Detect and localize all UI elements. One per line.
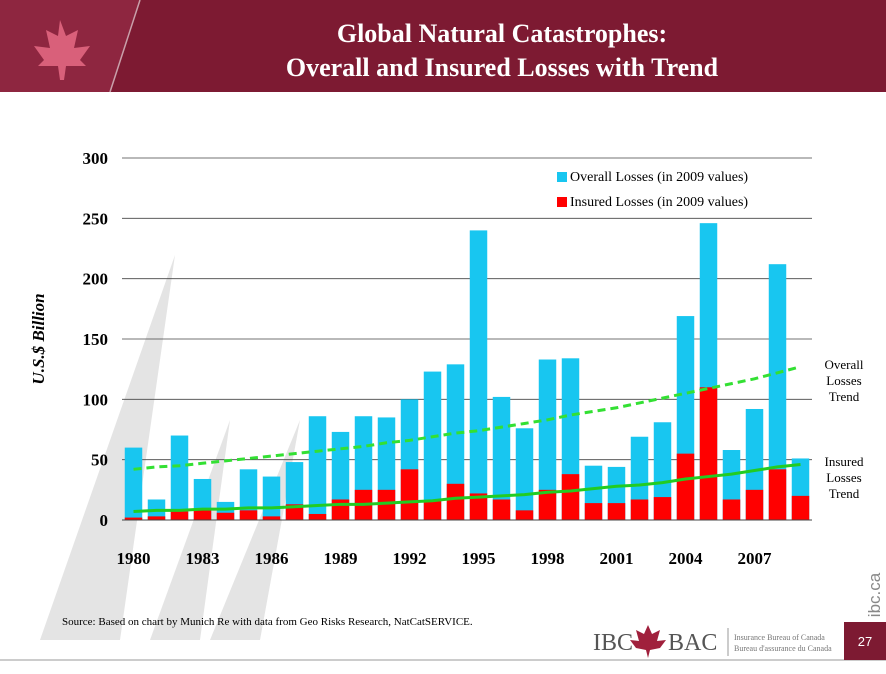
page-number: 27 [858,634,872,649]
logo-leaf [630,625,666,658]
bar [768,469,787,520]
y-tick-label: 150 [83,330,109,349]
bar [745,489,764,520]
bar [377,489,396,520]
bar [722,499,741,520]
bar [676,453,695,520]
x-tick-label: 2004 [669,549,704,568]
bar [446,364,465,520]
org-name: Bureau d'assurance du Canada [734,644,832,653]
maple-leaf [34,20,90,80]
source-note: Source: Based on chart by Munich Re with… [62,616,473,628]
legend-swatch [557,197,567,207]
y-tick-label: 250 [83,209,109,228]
bar [768,264,787,520]
x-tick-label: 1989 [324,549,358,568]
trend-label: Overall Losses Trend [824,356,864,404]
bar [791,495,810,520]
bar [262,516,281,520]
bar [607,503,626,520]
bar [262,476,281,520]
trend-line [133,463,801,514]
bar [630,436,649,520]
bar [331,431,350,520]
org-name: Insurance Bureau of Canada [734,633,825,642]
logo-text: BAC [668,630,717,656]
bar [469,493,488,520]
x-tick-label: 1980 [117,549,151,568]
bar [561,474,580,520]
bar [538,359,557,520]
bar [400,469,419,520]
x-tick-label: 1992 [393,549,427,568]
bar [170,511,189,520]
bar [492,499,511,520]
y-tick-label: 300 [83,149,109,168]
page-number-box [844,622,886,660]
bar [147,516,166,520]
logo-text: IBC [593,630,633,656]
legend-swatch [557,172,567,182]
trend-label: Insured Losses Trend [824,454,864,502]
header-band [0,0,886,92]
legend-label: Insured Losses (in 2009 values) [570,195,748,210]
bar [653,422,672,520]
trend-line [133,365,801,471]
slide-title: Overall and Insured Losses with Trend [286,53,719,82]
legend-label: Overall Losses (in 2009 values) [570,170,748,185]
bar [423,371,442,520]
bar [515,510,534,520]
background-streaks [40,255,300,640]
bar [653,497,672,520]
bar [308,416,327,520]
bar [124,447,143,520]
x-tick-label: 2007 [738,549,773,568]
bar [515,428,534,520]
y-tick-label: 100 [83,390,109,409]
y-tick-label: 0 [100,511,109,530]
bar [423,500,442,520]
bar [630,499,649,520]
x-tick-label: 1998 [531,549,565,568]
site-url: ibc.ca [865,572,884,617]
y-tick-label: 50 [91,451,108,470]
bar [216,512,235,520]
bar [239,510,258,520]
bar [469,230,488,520]
bar [584,503,603,520]
bar [308,513,327,520]
bar [193,510,212,520]
bar [699,387,718,520]
bar [331,499,350,520]
bar [446,483,465,520]
x-tick-label: 1995 [462,549,496,568]
x-tick-label: 1983 [186,549,220,568]
slide-title: Global Natural Catastrophes: [337,19,667,48]
bar [170,435,189,520]
header-divider [109,0,141,93]
y-tick-label: 200 [83,270,109,289]
bar [538,489,557,520]
bar [124,517,143,520]
x-tick-label: 2001 [600,549,634,568]
y-axis-label: U.S.$ Billion [29,293,48,384]
x-tick-label: 1986 [255,549,289,568]
